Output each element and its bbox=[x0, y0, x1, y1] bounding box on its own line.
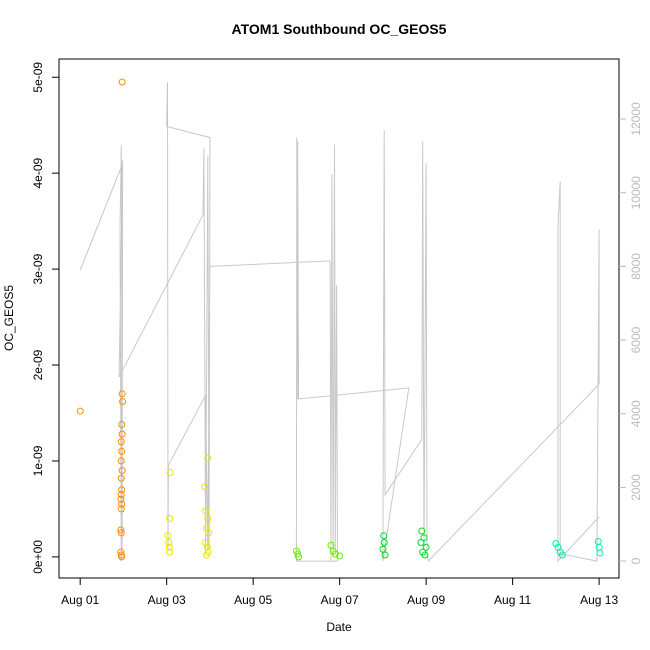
y2-tick-label: 2000 bbox=[629, 474, 643, 501]
point bbox=[417, 539, 425, 547]
point bbox=[380, 539, 388, 547]
point bbox=[166, 548, 174, 556]
x-axis-label: Date bbox=[326, 620, 352, 634]
point bbox=[327, 541, 335, 549]
point bbox=[204, 454, 212, 462]
point bbox=[118, 467, 126, 475]
point bbox=[165, 539, 173, 547]
point bbox=[117, 474, 125, 482]
point bbox=[420, 534, 428, 542]
point bbox=[295, 553, 303, 561]
y-tick-label: 0e+00 bbox=[31, 540, 45, 574]
x-tick-label: Aug 01 bbox=[61, 593, 99, 607]
point bbox=[166, 468, 174, 476]
x-tick-label: Aug 07 bbox=[321, 593, 359, 607]
point bbox=[202, 551, 210, 559]
y2-tick-label: 8000 bbox=[629, 253, 643, 280]
point bbox=[331, 550, 339, 558]
point bbox=[76, 407, 84, 415]
point bbox=[119, 397, 127, 405]
x-tick-label: Aug 11 bbox=[494, 593, 531, 607]
point bbox=[165, 543, 173, 551]
point bbox=[117, 548, 125, 556]
point bbox=[117, 529, 125, 537]
y-tick-label: 3e-09 bbox=[31, 253, 45, 284]
y2-tick-label: 10000 bbox=[629, 176, 643, 210]
y-tick-label: 2e-09 bbox=[31, 349, 45, 380]
chart-title: ATOM1 Southbound OC_GEOS5 bbox=[232, 21, 447, 37]
y-axis-label: OC_GEOS5 bbox=[2, 285, 16, 351]
point bbox=[117, 526, 125, 534]
point bbox=[118, 421, 126, 429]
y2-tick-label: 0 bbox=[629, 557, 643, 564]
point bbox=[418, 527, 426, 535]
point bbox=[203, 543, 211, 551]
point bbox=[204, 515, 212, 523]
point bbox=[379, 545, 387, 553]
point bbox=[558, 551, 566, 559]
point bbox=[118, 78, 126, 86]
y-tick-label: 1e-09 bbox=[31, 445, 45, 476]
point bbox=[380, 532, 388, 540]
point bbox=[294, 550, 302, 558]
point bbox=[166, 515, 174, 523]
x-tick-label: Aug 13 bbox=[580, 593, 618, 607]
y2-tick-label: 6000 bbox=[629, 326, 643, 353]
point bbox=[118, 500, 126, 508]
point bbox=[117, 438, 125, 446]
point bbox=[596, 549, 604, 557]
x-tick-label: Aug 05 bbox=[234, 593, 272, 607]
x-tick-label: Aug 09 bbox=[407, 593, 445, 607]
point bbox=[117, 491, 125, 499]
point bbox=[118, 447, 126, 455]
point bbox=[117, 457, 125, 465]
y2-tick-label: 4000 bbox=[629, 400, 643, 427]
point bbox=[118, 430, 126, 438]
y-tick-label: 4e-09 bbox=[31, 157, 45, 188]
point bbox=[117, 495, 125, 503]
point bbox=[421, 551, 429, 559]
point bbox=[422, 543, 430, 551]
y2-tick-label: 12000 bbox=[629, 102, 643, 136]
point bbox=[201, 483, 209, 491]
y-tick-label: 5e-09 bbox=[31, 62, 45, 93]
y2-axis: 0 2000 4000 6000 8000 10000 12000 bbox=[619, 102, 643, 564]
point bbox=[118, 390, 126, 398]
point bbox=[552, 539, 560, 547]
point bbox=[336, 552, 344, 560]
point bbox=[202, 507, 210, 515]
point bbox=[117, 505, 125, 513]
point bbox=[118, 486, 126, 494]
point bbox=[118, 553, 126, 561]
point bbox=[202, 539, 210, 547]
point bbox=[205, 529, 213, 537]
plot-frame bbox=[58, 58, 620, 579]
point bbox=[164, 532, 172, 540]
point bbox=[381, 551, 389, 559]
x-tick-label: Aug 03 bbox=[148, 593, 186, 607]
